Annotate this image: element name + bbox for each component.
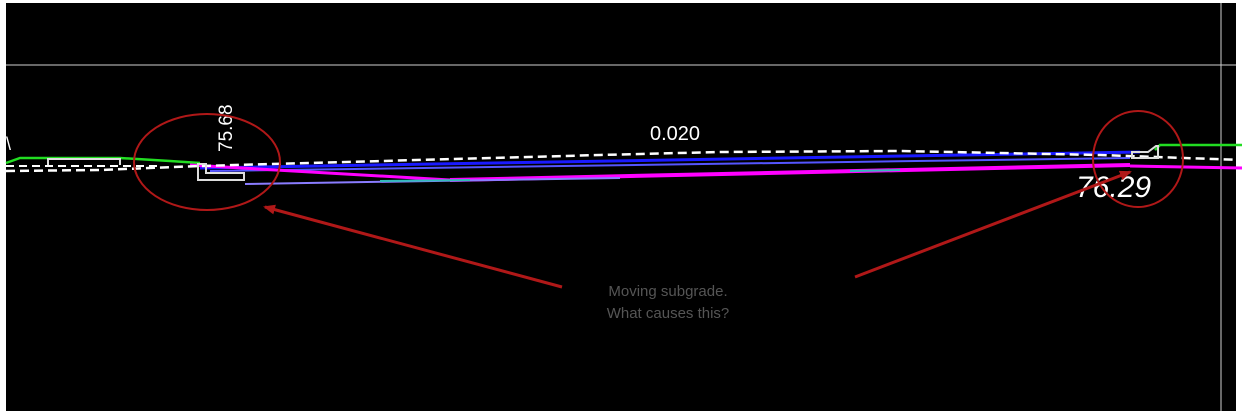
edge-fragment-label: \ — [6, 134, 11, 154]
arrow-to-left-circle — [263, 204, 563, 289]
left-subgrade-marker — [197, 163, 245, 181]
slope-label: 0.020 — [650, 123, 700, 145]
subgrade-line-magenta-left — [189, 163, 451, 182]
subgrade-line-blue — [199, 150, 1141, 170]
right-highlight-circle — [1092, 110, 1184, 208]
callout-line-1: Moving subgrade. — [608, 283, 727, 300]
subgrade-line-magenta — [449, 163, 1131, 182]
callout-line-2: What causes this? — [607, 305, 730, 322]
arrow-to-right-circle — [854, 170, 1132, 279]
viewport-background — [6, 3, 1236, 411]
ground-line-right — [1154, 143, 1242, 151]
right-subgrade-marker — [1131, 145, 1159, 159]
left-highlight-circle — [133, 113, 281, 211]
left-elevation-label: 75.68 — [216, 104, 237, 152]
subgrade-line-cyan-right — [849, 169, 901, 172]
subgrade-line-cyan-left — [379, 179, 471, 182]
subgrade-line-magenta-right — [1129, 164, 1242, 170]
left-shoulder-marker — [47, 158, 121, 165]
subgrade-line-blue-secondary — [209, 157, 1131, 172]
